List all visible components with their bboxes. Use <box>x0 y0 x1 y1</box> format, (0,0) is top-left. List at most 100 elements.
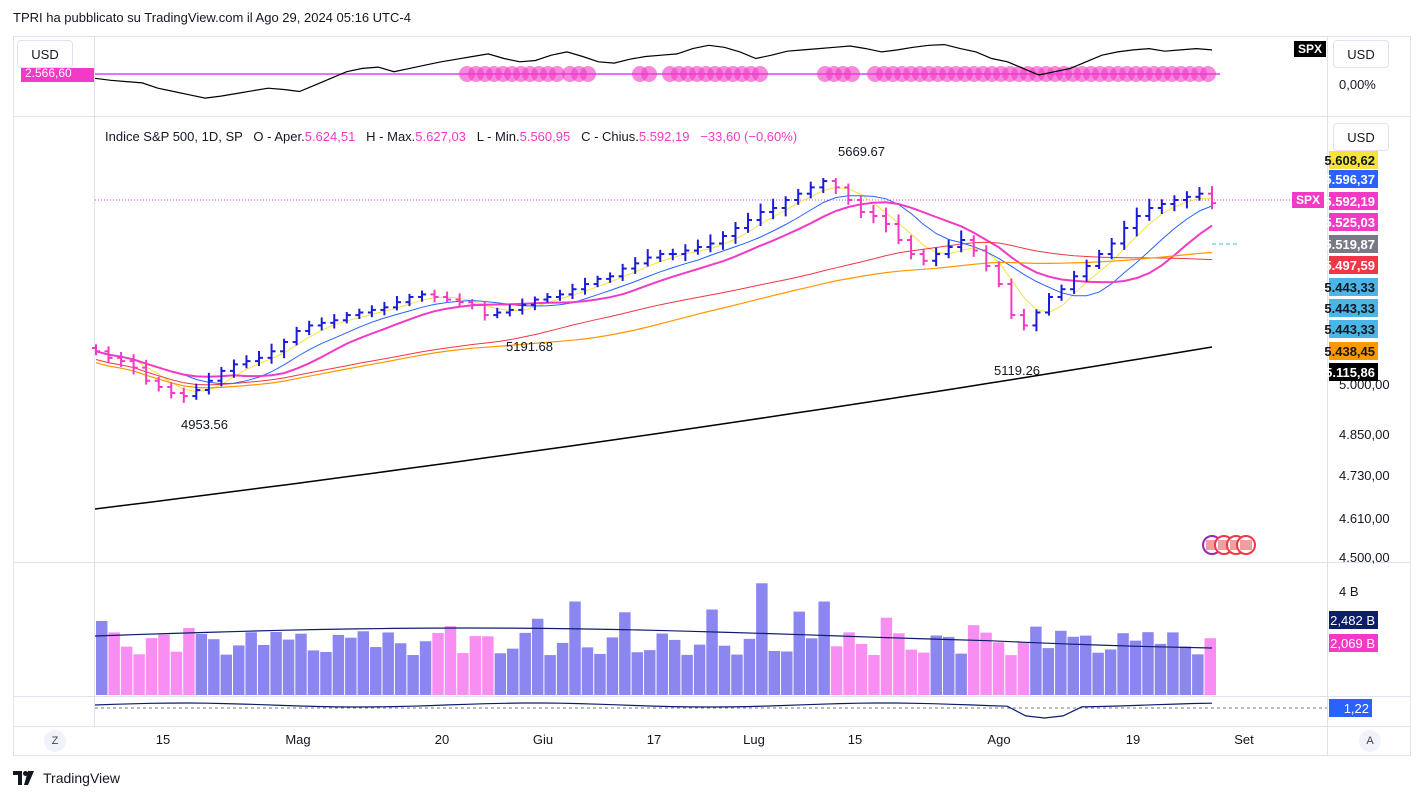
legend-close: 5.592,19 <box>638 129 690 144</box>
volume-bar <box>170 651 183 695</box>
pane-divider <box>13 562 1411 563</box>
y-tick: 4.730,00 <box>1339 468 1390 483</box>
volume-bar <box>980 632 992 695</box>
price-tag: 5.443,33 <box>1324 299 1378 317</box>
price-tag: 5.115,86 <box>1325 363 1378 381</box>
oscillator-tag: 1,22 <box>1329 699 1372 717</box>
volume-bar <box>706 609 718 695</box>
volume-bar <box>1154 643 1167 695</box>
volume-bar <box>868 654 880 695</box>
volume-bar <box>644 650 656 695</box>
volume-bar <box>581 647 594 695</box>
x-label: 20 <box>434 732 450 747</box>
volume-bar <box>233 645 245 695</box>
volume-bar <box>382 632 394 695</box>
symbol-badge-main: SPX <box>1292 192 1325 208</box>
volume-bar <box>830 646 843 695</box>
left-axis-divider <box>94 36 95 726</box>
volume-bar <box>805 638 818 695</box>
price-tag: 5.525,03 <box>1324 213 1378 231</box>
volume-bar <box>332 634 345 695</box>
volume-bar <box>120 646 133 695</box>
ohlc-legend: Indice S&P 500, 1D, SP O - Aper.5.624,51… <box>105 129 797 144</box>
legend-low: 5.560,95 <box>519 129 571 144</box>
auto-scale-button[interactable]: A <box>1359 730 1381 752</box>
price-tag: 5.438,45 <box>1324 342 1378 360</box>
volume-bar <box>1167 632 1179 695</box>
volume-bar <box>494 653 507 695</box>
moving-average-line <box>95 186 1213 393</box>
price-axis-divider <box>1327 36 1328 756</box>
volume-bar <box>756 583 768 695</box>
x-label: 17 <box>646 732 662 747</box>
price-tag: 5.592,19 <box>1324 192 1378 210</box>
volume-bar <box>257 644 270 695</box>
volume-bar <box>818 601 830 695</box>
x-label: 15 <box>847 732 863 747</box>
volume-ma-line <box>94 627 1213 649</box>
price-tag: 5.596,37 <box>1324 170 1378 188</box>
x-label: Set <box>1234 732 1254 747</box>
volume-bar <box>967 625 980 695</box>
volume-bar <box>1204 638 1216 695</box>
volume-bar <box>1079 635 1092 695</box>
event-flag-icon-stripes <box>1240 540 1252 550</box>
volume-bar <box>195 633 208 695</box>
volume-bar <box>320 652 332 695</box>
x-label: Mag <box>285 732 311 747</box>
volume-bar <box>419 641 432 695</box>
volume-bar <box>905 649 918 695</box>
volume-bar <box>855 644 868 695</box>
price-tag: 5.443,33 <box>1324 320 1378 338</box>
price-tag: 5.519,87 <box>1324 235 1378 253</box>
volume-bar <box>1104 649 1117 695</box>
x-label: 19 <box>1125 732 1141 747</box>
oscillator-line <box>94 702 1213 719</box>
volume-bar <box>1005 655 1017 695</box>
legend-open: 5.624,51 <box>304 129 356 144</box>
y-tick: 4.610,00 <box>1339 511 1390 526</box>
volume-bar <box>992 642 1005 695</box>
currency-button-left[interactable]: USD <box>17 40 73 68</box>
symbol-badge-top: SPX <box>1294 41 1327 57</box>
annotation-low-aug: 5119.26 <box>994 363 1041 378</box>
volume-bar <box>569 601 581 695</box>
volume-bar <box>307 650 320 695</box>
volume-bar <box>519 632 531 695</box>
tradingview-icon <box>13 771 34 785</box>
volume-bar <box>893 633 905 695</box>
volume-bar <box>930 635 942 695</box>
volume-bar <box>133 654 145 695</box>
volume-bar <box>1092 652 1104 695</box>
volume-bar <box>656 633 668 695</box>
volume-bar <box>880 617 893 695</box>
event-flag-icon-stripes <box>1206 540 1218 550</box>
volume-bar <box>208 639 220 695</box>
volume-bar <box>668 639 681 695</box>
volume-bar <box>731 654 743 695</box>
annotation-high: 5669.67 <box>838 144 885 159</box>
currency-button-top[interactable]: USD <box>1333 40 1389 68</box>
moving-average-line <box>95 195 1213 385</box>
volume-bar <box>1030 626 1042 695</box>
tradingview-logo: TradingView <box>13 770 120 786</box>
volume-bar <box>357 631 370 695</box>
zoom-toggle-button[interactable]: Z <box>44 730 66 752</box>
y-tick: 4.850,00 <box>1339 427 1390 442</box>
volume-bar <box>96 620 108 695</box>
currency-button-main[interactable]: USD <box>1333 123 1389 151</box>
pane-divider <box>13 116 1411 117</box>
event-flag-icon-stripes <box>1218 540 1230 550</box>
moving-average-line <box>95 201 1213 378</box>
volume-bar <box>693 644 706 695</box>
x-label: Ago <box>987 732 1011 747</box>
volume-bar <box>531 618 544 695</box>
volume-bar <box>1055 630 1067 695</box>
volume-bar <box>282 639 295 695</box>
y-tick: 4.500,00 <box>1339 550 1390 565</box>
top-panel-tag: 2.566,60 <box>21 68 94 82</box>
volume-bar <box>594 653 606 695</box>
tradingview-brand: TradingView <box>43 770 121 786</box>
volume-bar <box>768 650 781 695</box>
